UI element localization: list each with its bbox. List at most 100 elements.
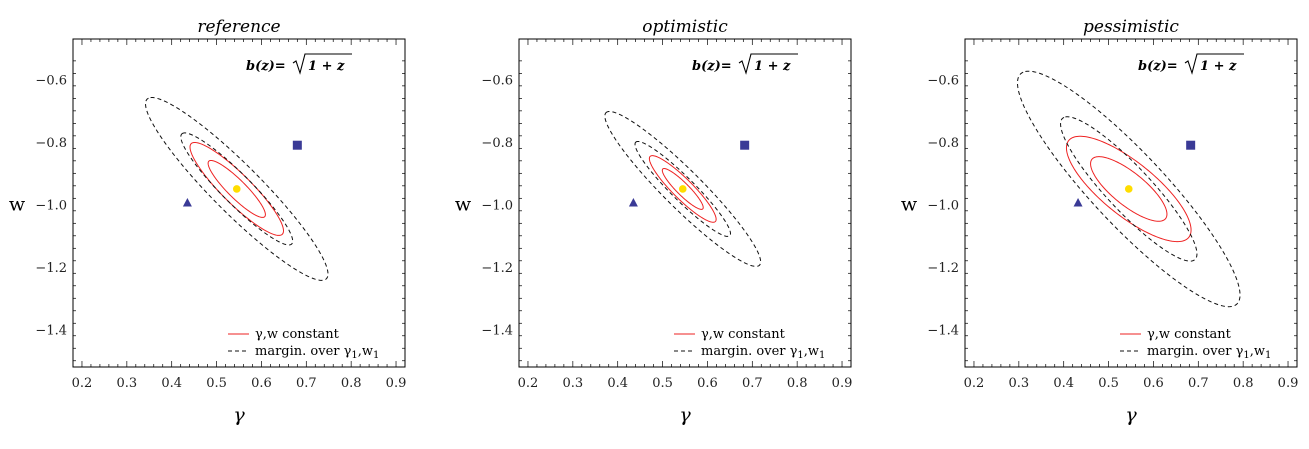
- square-marker: [292, 140, 302, 150]
- y-tick-label: −1.4: [927, 324, 959, 339]
- chart-title: optimistic: [642, 17, 728, 37]
- bias-annotation-radicand: 1 + z: [1200, 59, 1237, 74]
- bias-annotation-prefix: b(z)=: [692, 59, 732, 74]
- marginalized-contour: [1016, 70, 1241, 308]
- x-tick-label: 0.6: [697, 376, 718, 391]
- x-axis-label: γ: [1125, 404, 1137, 426]
- x-tick-label: 0.8: [787, 376, 808, 391]
- legend-label-constant: γ,w constant: [255, 327, 340, 342]
- y-tick-label: −0.8: [927, 136, 959, 151]
- x-tick-label: 0.8: [1233, 376, 1254, 391]
- x-tick-label: 0.5: [1098, 376, 1119, 391]
- legend-label-marginalized: margin. over γ1,w1: [701, 344, 825, 361]
- plot-frame: [72, 38, 406, 368]
- y-tick-label: −1.0: [481, 199, 513, 214]
- legend-sub-1: 1: [797, 350, 803, 361]
- constant-contour: [189, 141, 284, 236]
- triangle-marker: [628, 198, 638, 207]
- x-tick-label: 0.3: [562, 376, 583, 391]
- chart-panel-optimistic: optimistic 0.2 0.3 0.4 0.5 0.6 0.7 0.8 0.9 −0.6 −0…: [455, 17, 853, 426]
- constant-contour: [1065, 135, 1192, 243]
- legend-text-mid: ,w: [358, 344, 373, 359]
- legend-text-mid: ,w: [1250, 344, 1265, 359]
- radical-sign: [292, 53, 352, 75]
- legend-text-mid: ,w: [804, 344, 819, 359]
- x-tick-label: 0.3: [1008, 376, 1029, 391]
- plot-frame: [964, 38, 1298, 368]
- square-marker: [740, 140, 750, 150]
- plot-frame: [518, 38, 852, 368]
- chart-title: reference: [197, 17, 280, 37]
- legend-sub-1: 1: [1243, 350, 1249, 361]
- marginalized-contour: [1060, 116, 1198, 262]
- constant-contour: [661, 168, 704, 210]
- x-tick-label: 0.7: [742, 376, 763, 391]
- marginalized-contour: [180, 132, 294, 246]
- x-axis-label: γ: [679, 404, 691, 426]
- y-tick-label: −0.6: [35, 74, 67, 89]
- y-tick-label: −0.6: [927, 74, 959, 89]
- y-tick-label: −0.8: [35, 136, 67, 151]
- legend-label-constant: γ,w constant: [701, 327, 786, 342]
- x-tick-label: 0.4: [161, 376, 182, 391]
- chart-title: pessimistic: [1083, 17, 1179, 37]
- legend-sub-1: 1: [351, 350, 357, 361]
- square-marker: [1186, 140, 1196, 150]
- y-tick-label: −1.0: [927, 199, 959, 214]
- marginalized-contour: [145, 97, 329, 281]
- x-tick-label: 0.8: [341, 376, 362, 391]
- radical-sign: [738, 53, 798, 75]
- fiducial-point: [232, 185, 241, 193]
- x-tick-label: 0.2: [964, 376, 985, 391]
- legend-text-main: margin. over γ: [701, 344, 798, 359]
- y-axis-label: w: [455, 194, 472, 216]
- x-tick-label: 0.6: [1143, 376, 1164, 391]
- y-tick-label: −1.2: [35, 261, 67, 276]
- marginalized-contour: [604, 110, 762, 267]
- fiducial-point: [678, 185, 687, 193]
- x-tick-label: 0.5: [206, 376, 227, 391]
- y-tick-label: −1.4: [35, 324, 67, 339]
- x-tick-label: 0.5: [652, 376, 673, 391]
- bias-annotation-radicand: 1 + z: [754, 59, 791, 74]
- y-tick-label: −1.2: [481, 261, 513, 276]
- legend-sub-2: 1: [373, 350, 379, 361]
- constant-contour: [648, 155, 717, 223]
- contour-group: [1016, 70, 1241, 308]
- x-tick-label: 0.6: [251, 376, 272, 391]
- legend-sub-2: 1: [1265, 350, 1271, 361]
- bias-annotation-prefix: b(z)=: [1138, 59, 1178, 74]
- x-tick-label: 0.9: [832, 376, 853, 391]
- legend-label-marginalized: margin. over γ1,w1: [1147, 344, 1271, 361]
- legend-label-marginalized: margin. over γ1,w1: [255, 344, 379, 361]
- y-tick-label: −1.2: [927, 261, 959, 276]
- constant-contour: [207, 159, 266, 218]
- legend-label-constant: γ,w constant: [1147, 327, 1232, 342]
- x-tick-label: 0.2: [518, 376, 539, 391]
- triangle-marker: [1073, 198, 1083, 207]
- x-tick-label: 0.3: [116, 376, 137, 391]
- y-tick-label: −0.8: [481, 136, 513, 151]
- chart-panel-pessimistic: pessimistic 0.2 0.3 0.4 0.5 0.6 0.7 0.8 0.9 −0.6 −…: [901, 17, 1299, 426]
- x-tick-label: 0.4: [607, 376, 628, 391]
- bias-annotation-radicand: 1 + z: [308, 59, 345, 74]
- legend-text-main: margin. over γ: [255, 344, 352, 359]
- legend-text-main: margin. over γ: [1147, 344, 1244, 359]
- x-axis-label: γ: [233, 404, 245, 426]
- y-tick-label: −0.6: [481, 74, 513, 89]
- y-tick-label: −1.0: [35, 199, 67, 214]
- fiducial-point: [1124, 185, 1133, 193]
- y-axis-label: w: [901, 194, 918, 216]
- bias-annotation-prefix: b(z)=: [246, 59, 286, 74]
- contour-group: [604, 110, 762, 267]
- x-tick-label: 0.9: [1278, 376, 1299, 391]
- constant-contour: [1090, 156, 1168, 222]
- x-tick-label: 0.2: [72, 376, 93, 391]
- y-tick-label: −1.4: [481, 324, 513, 339]
- legend-sub-2: 1: [819, 350, 825, 361]
- x-tick-label: 0.4: [1053, 376, 1074, 391]
- x-tick-label: 0.7: [1188, 376, 1209, 391]
- y-axis-label: w: [9, 194, 26, 216]
- x-tick-label: 0.7: [296, 376, 317, 391]
